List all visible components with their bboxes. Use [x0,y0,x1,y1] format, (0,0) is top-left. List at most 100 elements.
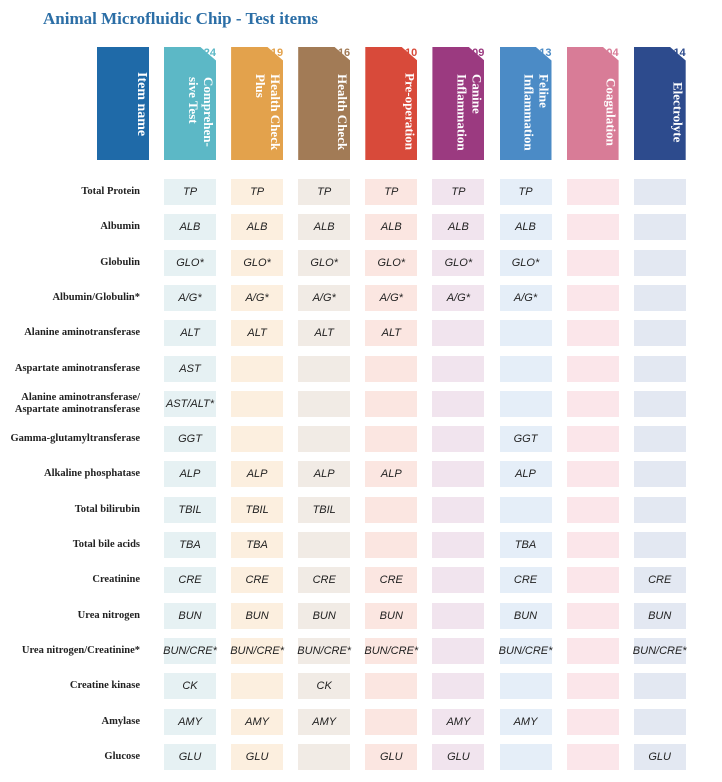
test-cell: TBA [164,532,216,558]
test-cell: BUN/CRE* [297,637,351,664]
test-cell: GLO* [432,249,485,276]
test-cell: BUN/CRE* [499,637,552,664]
test-cell [633,673,686,700]
row-label: Alanine aminotransferase [24,327,140,339]
test-cell [566,320,619,347]
test-cell: BUN [633,602,686,629]
test-cell: GLO* [298,249,351,276]
test-cell: AMY [499,708,552,735]
test-cell: ALP [164,461,216,488]
row-label: Alanine aminotransferase/ Aspartate amin… [14,391,140,415]
test-cell: CRE [365,567,418,594]
test-cell: BUN [365,602,418,629]
test-cell [365,532,418,558]
row-label: Albumin/Globulin* [52,291,140,303]
test-cell [298,532,351,558]
test-cell: CK [298,673,351,700]
test-cell [633,426,686,453]
page-title: Animal Microfluidic Chip - Test items [43,9,318,28]
row-label: Albumin [100,221,140,233]
test-cell: GLO* [164,249,216,276]
test-cell [365,426,418,453]
test-cell [566,426,619,453]
test-cell: TP [164,179,216,205]
test-cell [432,461,485,488]
test-cell: AMY [298,708,351,735]
test-cell [633,214,686,241]
test-cell [633,249,686,276]
test-cell [566,390,619,417]
test-cell [298,743,351,770]
column-number: 14 [673,47,686,59]
column-header: Comprehen- sive Test [164,47,216,160]
column-header: Electrolyte [633,47,686,160]
test-cell: CRE [231,567,284,594]
test-cell: A/G* [365,284,418,311]
test-cell: TP [298,179,351,205]
column-number: 24 [203,47,216,59]
column-number: 09 [472,47,485,59]
column-number: 13 [539,47,552,59]
test-cell: TBIL [164,496,216,523]
test-cell [231,673,284,700]
test-cell [633,461,686,488]
test-cell [633,355,686,382]
test-cell: TBIL [298,496,351,523]
test-cell: ALB [365,214,418,241]
test-cell: TP [499,179,552,205]
test-cell [298,355,351,382]
test-cell: BUN [298,602,351,629]
test-cell: BUN/CRE* [163,637,217,664]
test-cell: ALP [298,461,351,488]
test-cell [365,496,418,523]
test-cell: TP [365,179,418,205]
test-cell: ALT [365,320,418,347]
row-label: Aspartate aminotransferase [14,362,140,374]
test-cell: CK [164,673,216,700]
test-cell [298,390,351,417]
test-cell: ALB [298,214,351,241]
test-cell: BUN/CRE* [633,637,687,664]
test-cell [566,355,619,382]
test-cell [432,320,485,347]
column-number: 04 [606,47,619,59]
test-cell [432,390,485,417]
column-header: Health Check [298,47,351,160]
test-cell [231,355,284,382]
test-cell [633,320,686,347]
test-cell [432,496,485,523]
test-cell: ALT [298,320,351,347]
row-label: Creatinine [92,574,140,586]
test-cell: TBIL [231,496,284,523]
test-cell: GLO* [365,249,418,276]
test-cell: GLU [633,743,686,770]
test-cell [432,602,485,629]
column-number: 16 [337,47,351,59]
test-cell: A/G* [432,284,485,311]
row-label: Total bilirubin [74,503,140,515]
test-cell: CRE [499,567,552,594]
test-cell [566,602,619,629]
test-cell [499,320,552,347]
column-header: Coagulation [566,47,619,160]
row-label: Total Protein [81,186,140,197]
test-cell [566,249,619,276]
test-cell [499,673,552,700]
column-name: Health Check Plus [253,73,284,151]
test-cell: GLO* [231,249,284,276]
column-header: Canine Inflammation [432,47,485,160]
test-cell: BUN [499,602,552,629]
test-cell: TP [231,179,284,205]
test-cell: BUN/CRE* [364,637,418,664]
column-header: Pre-operation [365,47,418,160]
test-cell: ALB [231,214,284,241]
test-cell: TBA [231,532,284,558]
test-cell: A/G* [164,284,216,311]
test-cell [566,461,619,488]
test-cell: AMY [231,708,284,735]
test-cell: GLO* [499,249,552,276]
row-label: Globulin [100,256,140,268]
test-cell [633,390,686,417]
test-cell [365,390,418,417]
